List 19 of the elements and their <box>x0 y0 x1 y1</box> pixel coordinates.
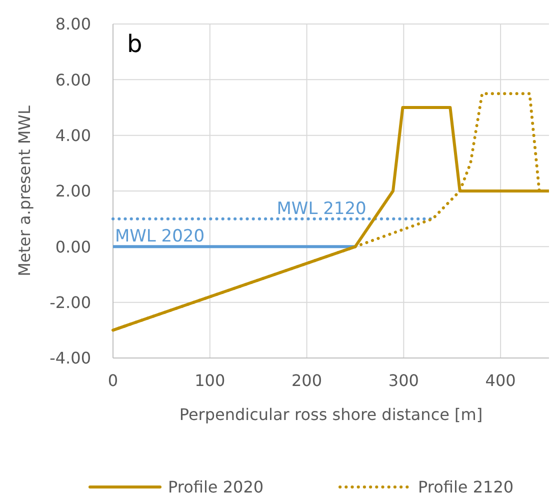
x-tick-label: 300 <box>388 371 419 390</box>
y-tick-label: -4.00 <box>50 348 91 368</box>
legend-label: Profile 2120 <box>418 478 514 496</box>
x-axis-title: Perpendicular ross shore distance [m] <box>179 405 483 424</box>
x-tick-label: 200 <box>292 371 322 390</box>
y-tick-label: -2.00 <box>50 292 91 312</box>
y-axis-title: Meter a.present MWL <box>15 106 34 276</box>
x-tick-label: 100 <box>194 371 226 390</box>
x-tick-label: 400 <box>485 371 516 390</box>
y-tick-label: 4.00 <box>55 126 91 145</box>
annotation: MWL 2020 <box>114 226 205 247</box>
annotation: MWL 2120 <box>276 198 366 219</box>
y-tick-label: 8.00 <box>55 14 91 34</box>
y-tick-label: 0.00 <box>55 237 91 256</box>
chart-title: b <box>127 30 142 58</box>
x-tick-label: 0 <box>108 371 118 390</box>
legend-label: Profile 2020 <box>168 478 264 496</box>
y-tick-label: 6.00 <box>55 70 91 90</box>
y-tick-label: 2.00 <box>55 182 91 201</box>
